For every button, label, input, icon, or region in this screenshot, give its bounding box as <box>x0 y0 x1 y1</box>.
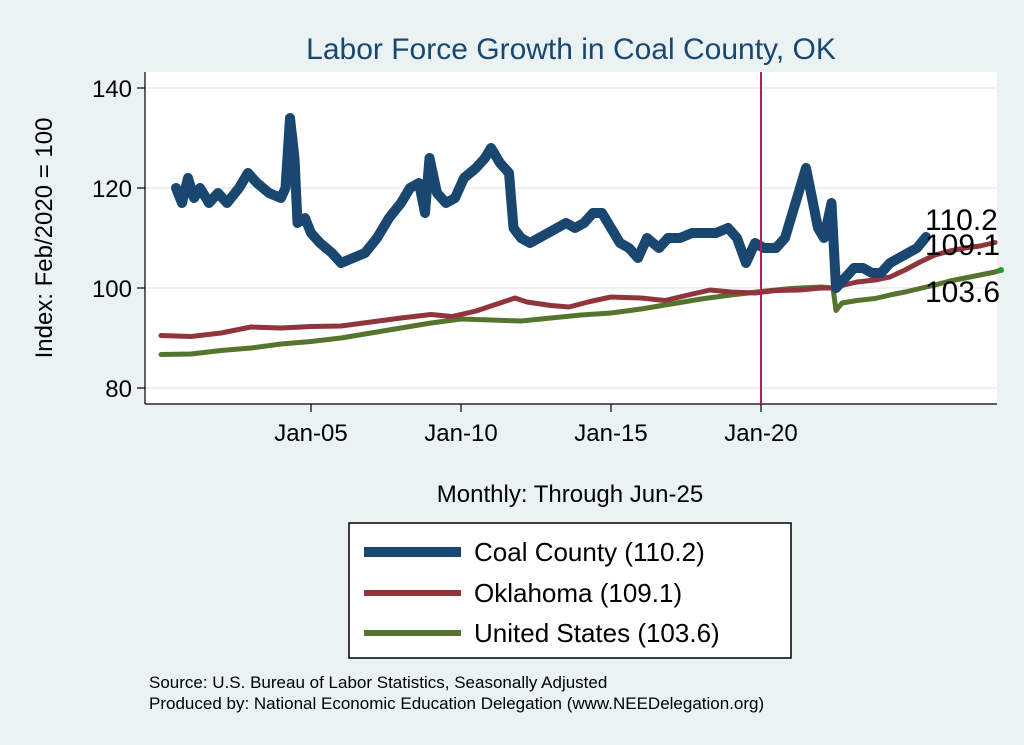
axes: 80 100 120 140 Jan-05 Jan-10 Jan-15 Jan-20 <box>92 72 997 447</box>
x-tick-label-Jan-05: Jan-05 <box>274 420 347 447</box>
y-tick-label-120: 120 <box>92 176 132 203</box>
legend-label-oklahoma: Oklahoma (109.1) <box>474 578 682 608</box>
produced-by-note: Produced by: National Economic Education… <box>149 694 764 713</box>
y-tick-label-100: 100 <box>92 276 132 303</box>
series-line-coal-county <box>171 113 931 293</box>
end-label-united-states: 103.6 <box>925 276 1000 309</box>
y-axis-title: Index: Feb/2020 = 100 <box>31 118 58 359</box>
x-tick-label-Jan-10: Jan-10 <box>424 420 497 447</box>
legend-label-coal-county: Coal County (110.2) <box>474 537 705 567</box>
y-tick-label-80: 80 <box>105 376 132 403</box>
x-axis-title: Monthly: Through Jun-25 <box>437 481 703 508</box>
end-label-oklahoma: 109.1 <box>925 229 1000 262</box>
legend-label-united-states: United States (103.6) <box>474 618 720 648</box>
plot-area <box>145 72 997 404</box>
series-layer <box>158 113 1004 357</box>
x-tick-label-Jan-20: Jan-20 <box>724 420 797 447</box>
source-note: Source: U.S. Bureau of Labor Statistics,… <box>149 673 607 692</box>
end-marker-united-states <box>998 267 1004 273</box>
chart-title: Labor Force Growth in Coal County, OK <box>306 33 836 66</box>
series-line-united-states <box>158 267 1004 357</box>
series-line-oklahoma <box>158 240 998 339</box>
y-tick-label-140: 140 <box>92 76 132 103</box>
end-label-coal-county: 110.2 <box>925 204 998 237</box>
legend: Coal County (110.2) Oklahoma (109.1) Uni… <box>348 522 792 659</box>
x-tick-label-Jan-15: Jan-15 <box>574 420 647 447</box>
